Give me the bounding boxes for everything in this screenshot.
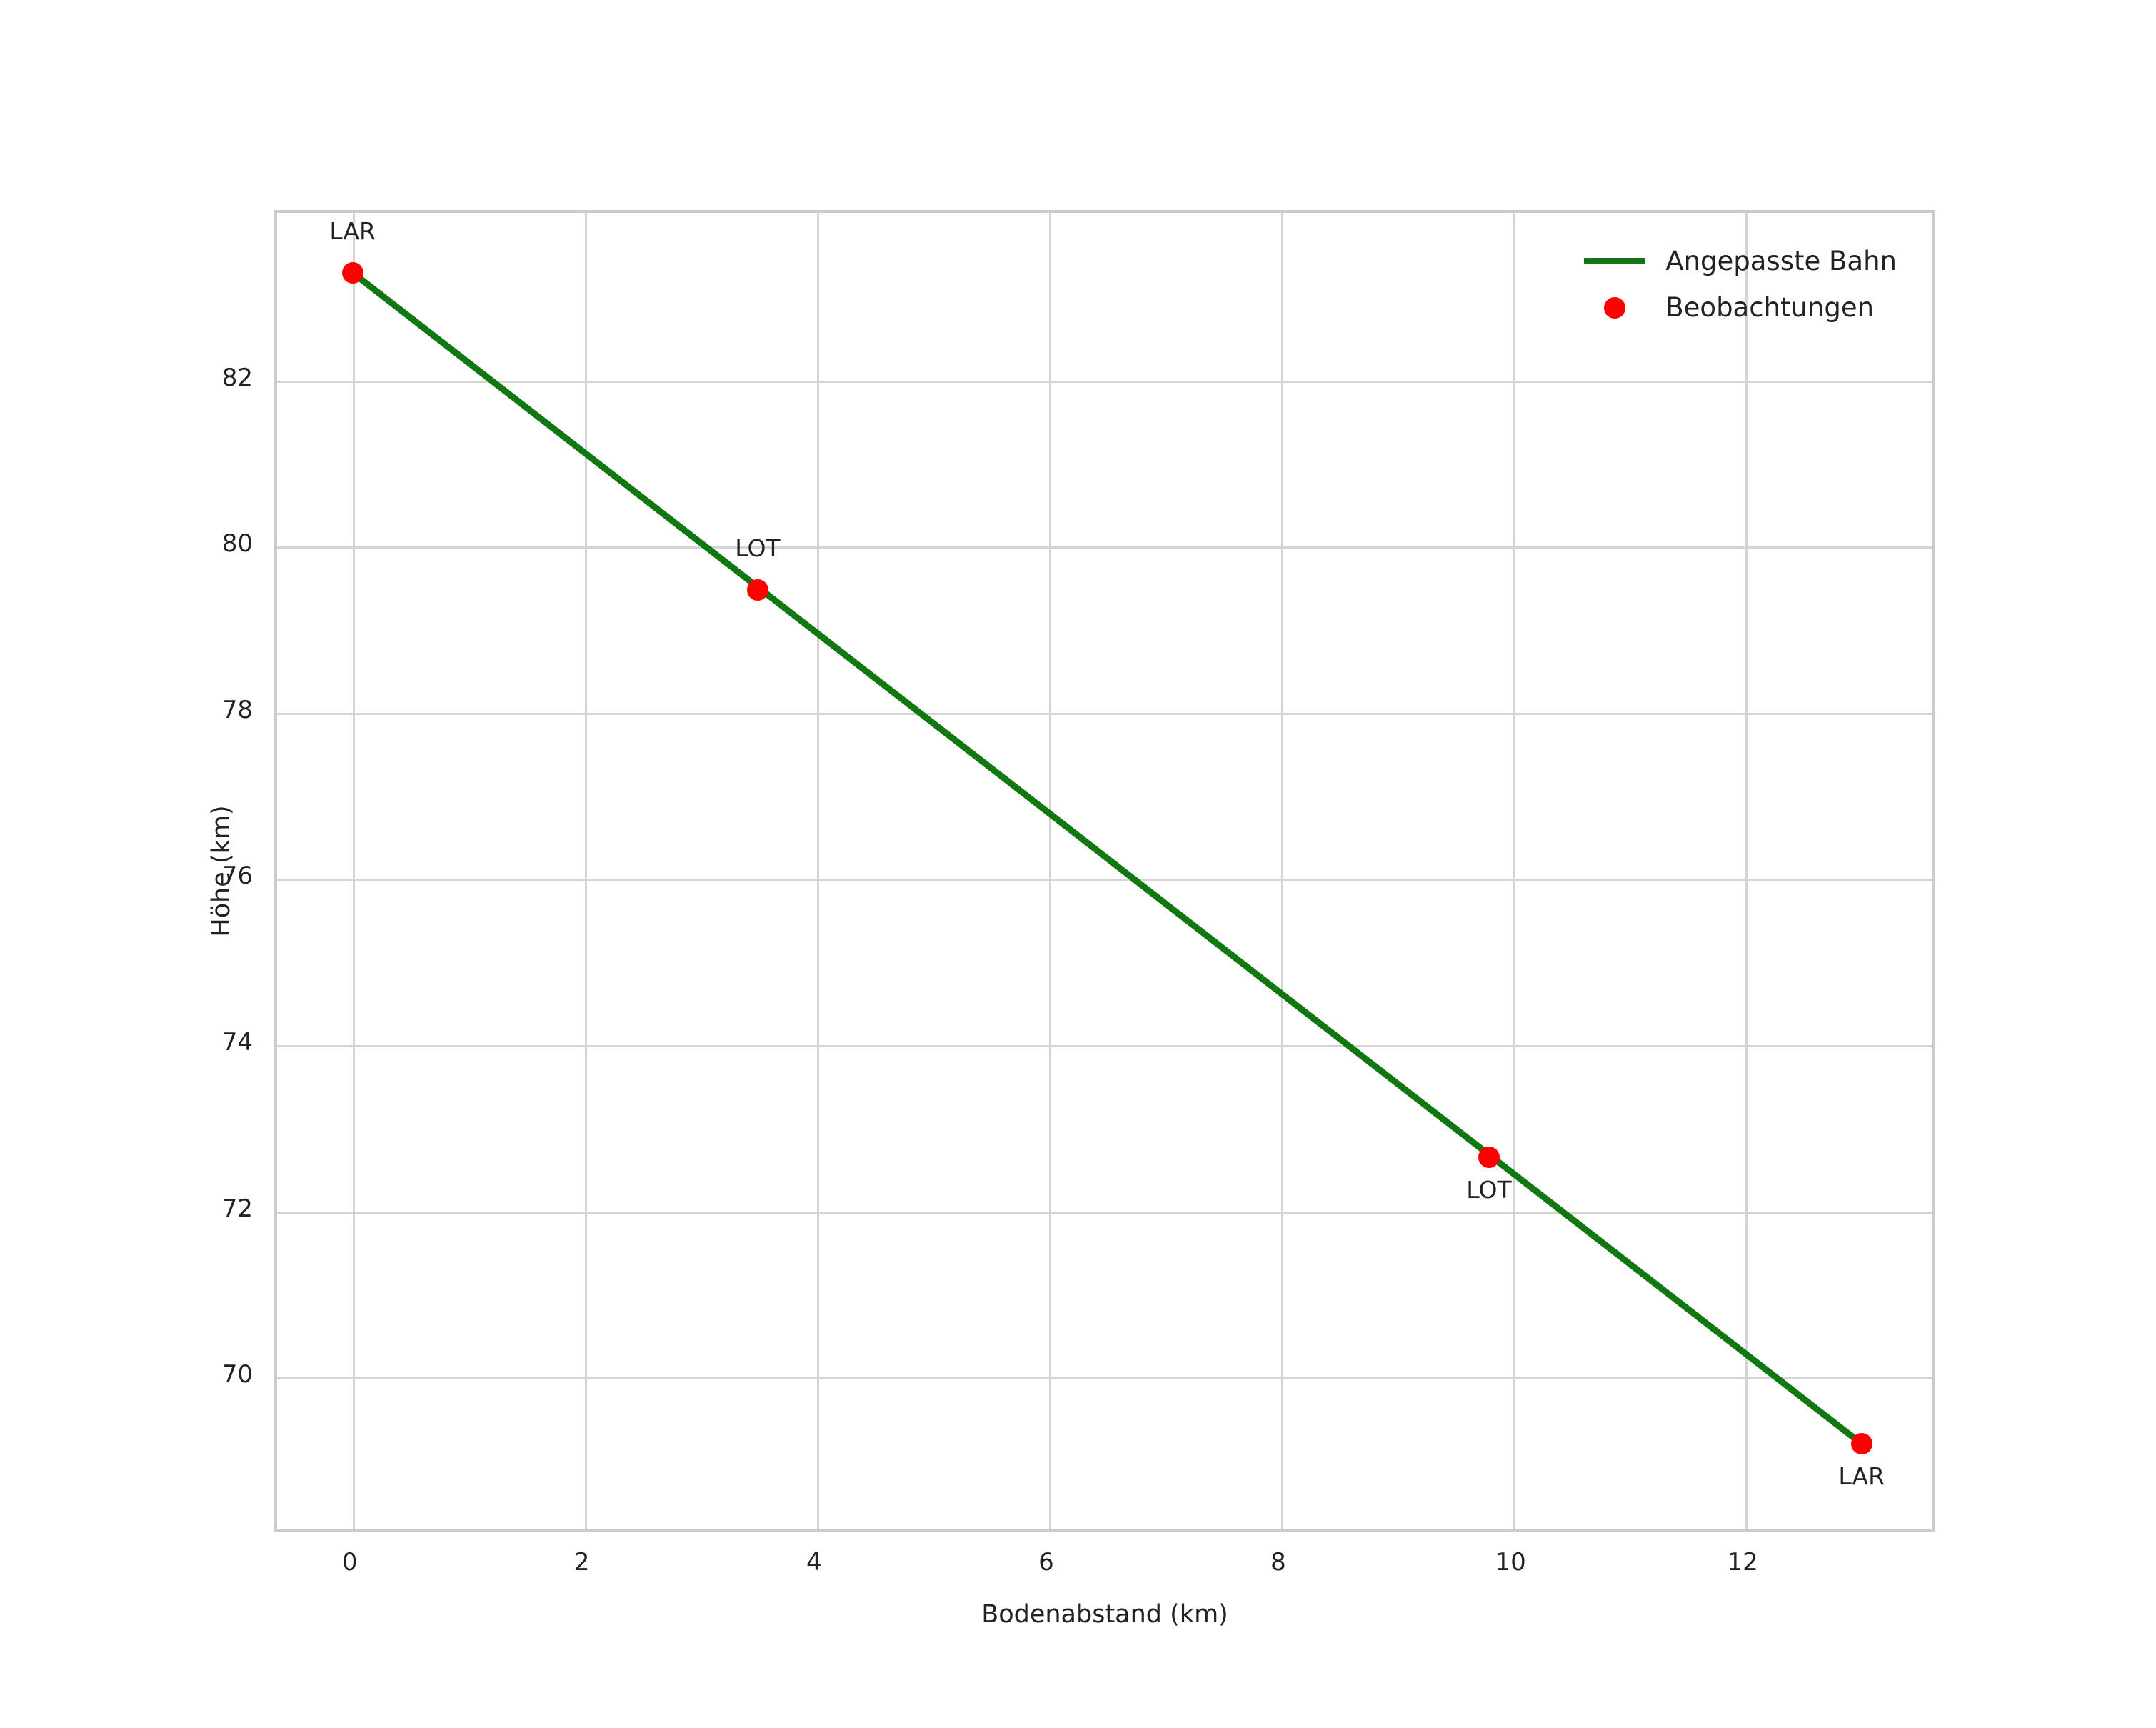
y-gridline xyxy=(277,1377,1932,1380)
x-tick-label: 2 xyxy=(573,1548,590,1577)
y-tick-label: 70 xyxy=(221,1360,253,1389)
x-gridline xyxy=(1745,213,1748,1529)
legend-item[interactable]: Beobachtungen xyxy=(1584,292,1897,323)
observation-marker xyxy=(1850,1433,1872,1455)
x-tick-label: 0 xyxy=(341,1548,358,1577)
legend-label: Beobachtungen xyxy=(1665,292,1875,323)
legend-swatch-line xyxy=(1584,258,1646,264)
point-annotation-lot: LOT xyxy=(1466,1175,1512,1204)
x-tick-label: 6 xyxy=(1038,1548,1054,1577)
chart-legend: Angepasste Bahn Beobachtungen xyxy=(1577,241,1904,327)
x-gridline xyxy=(584,213,587,1529)
x-gridline xyxy=(1048,213,1051,1529)
legend-item[interactable]: Angepasste Bahn xyxy=(1584,246,1897,276)
legend-label: Angepasste Bahn xyxy=(1665,246,1897,276)
x-axis-label: Bodenabstand (km) xyxy=(981,1600,1228,1629)
y-tick-label: 82 xyxy=(221,363,253,392)
legend-dot-swatch xyxy=(1604,296,1626,319)
y-gridline xyxy=(277,1211,1932,1214)
x-tick-label: 4 xyxy=(806,1548,822,1577)
y-gridline xyxy=(277,380,1932,383)
point-annotation-lot: LOT xyxy=(735,534,781,562)
y-tick-label: 74 xyxy=(221,1028,253,1057)
y-tick-label: 76 xyxy=(221,861,253,891)
y-gridline xyxy=(277,1045,1932,1047)
y-gridline xyxy=(277,879,1932,882)
y-tick-label: 72 xyxy=(221,1194,253,1223)
series-layer xyxy=(349,269,1865,1447)
observation-marker xyxy=(746,579,768,601)
plot-area: LAR LOT LOT LAR Angepasste Bahn Beobachtunge… xyxy=(274,210,1935,1532)
observation-marker xyxy=(341,261,363,284)
y-gridline xyxy=(277,712,1932,715)
fitted-trajectory-line xyxy=(349,269,1865,1447)
point-annotation-lar: LAR xyxy=(1838,1462,1885,1491)
x-tick-label: 10 xyxy=(1495,1548,1526,1577)
x-gridline xyxy=(1281,213,1283,1529)
x-tick-label: 12 xyxy=(1727,1548,1758,1577)
observation-marker xyxy=(1478,1146,1500,1168)
x-gridline xyxy=(816,213,819,1529)
x-gridline xyxy=(352,213,355,1529)
y-tick-label: 78 xyxy=(221,695,253,724)
point-annotation-lar: LAR xyxy=(329,216,376,245)
x-gridline xyxy=(1513,213,1516,1529)
y-tick-label: 80 xyxy=(221,529,253,559)
x-tick-label: 8 xyxy=(1270,1548,1286,1577)
y-gridline xyxy=(277,546,1932,549)
legend-swatch-dot xyxy=(1584,296,1645,319)
legend-line-swatch xyxy=(1584,258,1646,264)
